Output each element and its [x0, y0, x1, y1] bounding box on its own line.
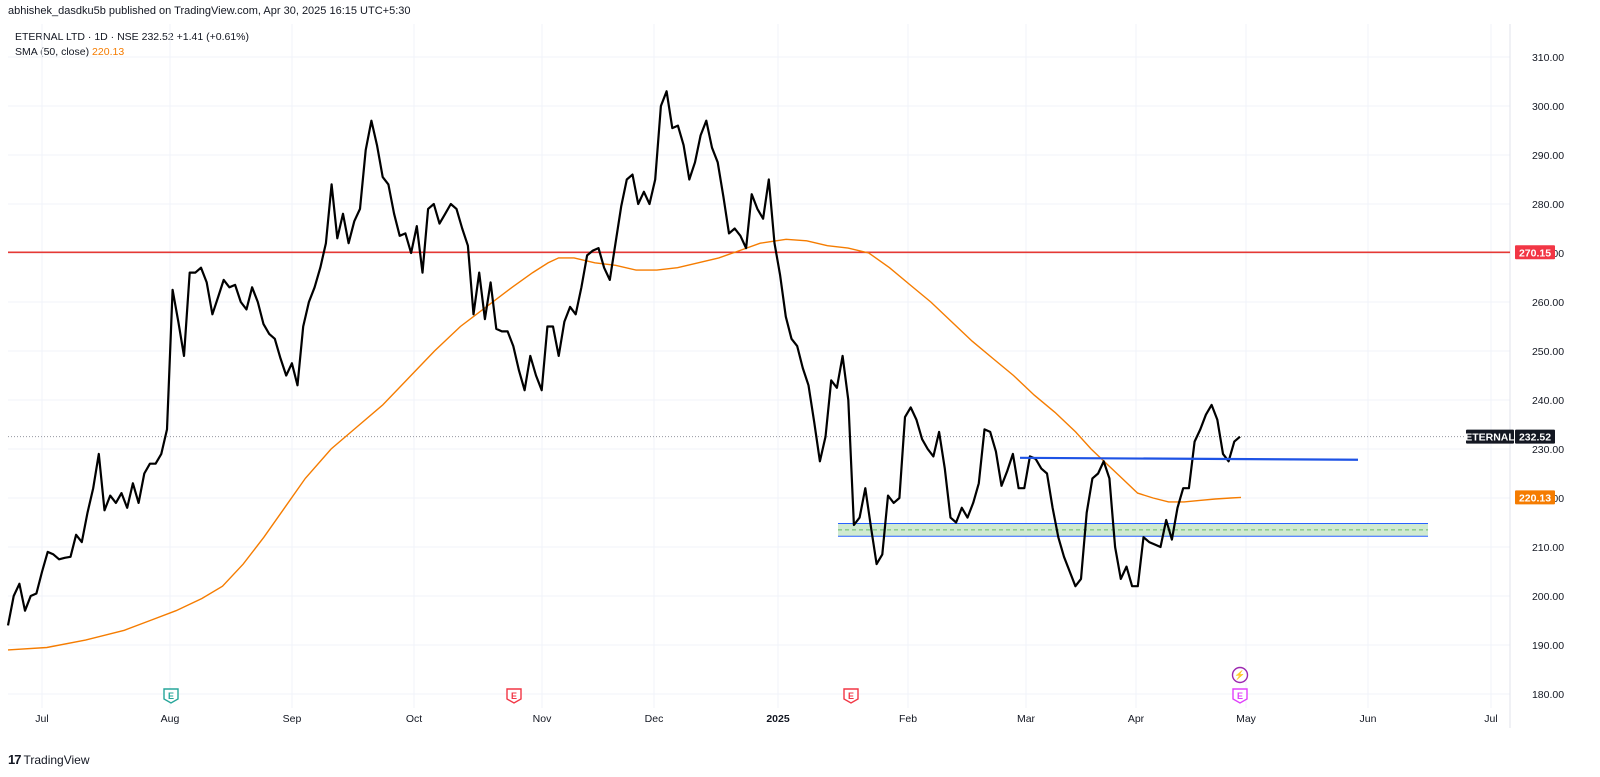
x-tick-label: Jul [1484, 713, 1497, 725]
earnings-event-icon[interactable]: E [506, 688, 522, 704]
y-axis[interactable]: 310.00300.00290.00280.00270.00260.00250.… [1532, 52, 1564, 701]
trendline[interactable] [1019, 456, 1359, 461]
y-tick-label: 280.00 [1532, 199, 1564, 211]
sma-legend-label: SMA (50, close) [15, 46, 90, 58]
svg-text:⚡: ⚡ [1234, 669, 1245, 681]
earnings-event-icon[interactable]: E [163, 688, 179, 704]
x-tick-label: Jun [1360, 713, 1377, 725]
svg-text:220.13: 220.13 [1519, 492, 1551, 504]
y-tick-label: 310.00 [1532, 52, 1564, 64]
x-axis[interactable]: Jul Aug Sep Oct Nov Dec 2025 Feb Mar Apr May Jun Jul [35, 713, 1497, 725]
tradingview-logo-icon: 17 [8, 752, 22, 767]
x-tick-label: Dec [645, 713, 664, 725]
dividend-event-icon[interactable]: ⚡ [1231, 666, 1249, 684]
y-tick-label: 240.00 [1532, 395, 1564, 407]
grid [8, 24, 1511, 728]
y-tick-label: 260.00 [1532, 297, 1564, 309]
x-tick-label: Oct [406, 713, 422, 725]
svg-text:E: E [848, 691, 854, 701]
last-price-badge: 232.52 [1515, 429, 1555, 444]
y-tick-label: 200.00 [1532, 591, 1564, 603]
earnings-event-icon[interactable]: E [1232, 688, 1248, 704]
svg-text:ETERNAL: ETERNAL [1465, 432, 1515, 444]
sma-legend-value: 220.13 [92, 46, 125, 58]
x-tick-label: 2025 [766, 713, 790, 725]
price-line [6, 90, 1241, 626]
sma-legend: SMA (50, close) 220.13 [15, 45, 249, 60]
y-tick-label: 230.00 [1532, 444, 1564, 456]
resistance-price-badge: 270.15 [1515, 245, 1555, 260]
sma-line [7, 238, 1242, 651]
symbol-badge: ETERNAL [1465, 429, 1515, 444]
event-markers[interactable]: E E E E ⚡ [163, 666, 1249, 704]
x-tick-label: Nov [533, 713, 552, 725]
svg-text:270.15: 270.15 [1519, 247, 1551, 259]
y-tick-label: 210.00 [1532, 542, 1564, 554]
price-badges: 270.15 ETERNAL 232.52 220.13 [1465, 245, 1555, 505]
legend: ETERNAL LTD · 1D · NSE 232.52 +1.41 (+0.… [15, 30, 249, 60]
y-tick-label: 300.00 [1532, 101, 1564, 113]
y-tick-label: 180.00 [1532, 689, 1564, 701]
x-tick-label: Jul [35, 713, 48, 725]
x-tick-label: Apr [1128, 713, 1145, 725]
x-tick-label: May [1236, 713, 1257, 725]
tradingview-logo[interactable]: 17 TradingView [8, 752, 90, 767]
x-tick-label: Aug [161, 713, 180, 725]
x-tick-label: Mar [1017, 713, 1036, 725]
publisher-line: abhishek_dasdku5b published on TradingVi… [8, 5, 411, 17]
support-zone[interactable] [838, 522, 1428, 537]
tradingview-logo-text: TradingView [23, 752, 90, 767]
y-tick-label: 290.00 [1532, 150, 1564, 162]
svg-text:E: E [511, 691, 517, 701]
symbol-legend: ETERNAL LTD · 1D · NSE 232.52 +1.41 (+0.… [15, 31, 250, 43]
y-tick-label: 190.00 [1532, 640, 1564, 652]
x-tick-label: Feb [899, 713, 917, 725]
svg-text:232.52: 232.52 [1519, 432, 1551, 444]
sma-price-badge: 220.13 [1515, 490, 1555, 505]
svg-text:E: E [168, 691, 174, 701]
x-tick-label: Sep [283, 713, 302, 725]
svg-text:E: E [1237, 691, 1243, 701]
earnings-event-icon[interactable]: E [843, 688, 859, 704]
y-tick-label: 250.00 [1532, 346, 1564, 358]
